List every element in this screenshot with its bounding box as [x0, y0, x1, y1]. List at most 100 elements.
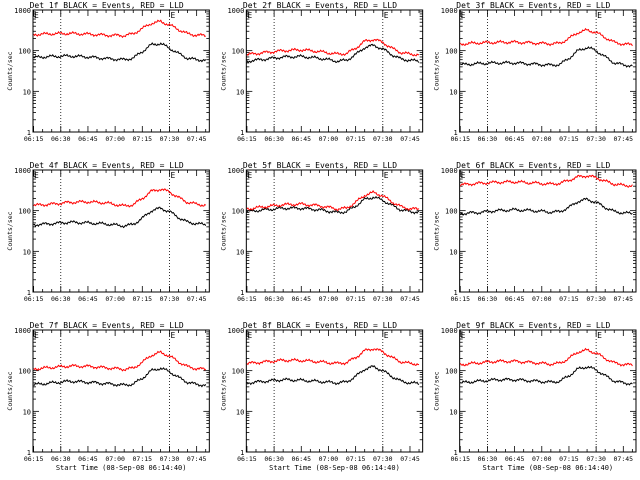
- lld-series-line: [459, 347, 633, 367]
- event-marker-left: E: [247, 171, 252, 180]
- x-tick-label: 07:15: [346, 295, 366, 303]
- panel: Det 5f BLACK = Events, RED = LLD 1 10 100 10…: [219, 161, 424, 303]
- y-tick-label: 1000: [441, 7, 458, 15]
- x-tick-label: 06:15: [237, 295, 257, 303]
- plot-frame: [459, 169, 637, 293]
- x-tick-label: 07:15: [346, 455, 366, 463]
- events-series-line: [460, 197, 633, 216]
- events-series-line: [246, 43, 420, 64]
- events-series-line: [33, 42, 207, 63]
- event-marker-right: E: [597, 171, 602, 180]
- y-tick-label: 1: [240, 449, 244, 457]
- event-marker-left: E: [34, 171, 39, 180]
- y-tick-label: 10: [449, 408, 457, 416]
- x-tick-label: 06:45: [291, 455, 311, 463]
- lld-series-line: [33, 188, 207, 208]
- y-axis-label: Counts/sec: [6, 51, 14, 90]
- event-marker-right: E: [170, 171, 175, 180]
- x-tick-label: 06:30: [478, 455, 498, 463]
- x-tick-label: 06:30: [264, 295, 284, 303]
- y-axis-label: Counts/sec: [433, 51, 441, 90]
- event-marker-left: E: [247, 331, 252, 340]
- y-tick-label: 1000: [441, 327, 458, 335]
- x-tick-label: 06:45: [505, 135, 525, 143]
- x-tick-label: 07:45: [614, 295, 634, 303]
- x-tick-label: 07:15: [133, 455, 153, 463]
- x-tick-label: 07:45: [614, 455, 634, 463]
- x-tick-label: 06:45: [291, 135, 311, 143]
- lld-series-line: [246, 348, 420, 366]
- panel-title: Det 1f BLACK = Events, RED = LLD: [30, 1, 184, 10]
- x-tick-label: 07:15: [133, 135, 153, 143]
- plot-frame: [459, 9, 637, 133]
- y-tick-label: 10: [236, 248, 244, 256]
- x-tick-label: 07:30: [586, 455, 606, 463]
- y-tick-label: 1000: [227, 7, 244, 15]
- x-tick-label: 06:15: [24, 295, 44, 303]
- panel-title: Det 5f BLACK = Events, RED = LLD: [243, 161, 397, 170]
- x-axis-label: Start Time (08-Sep-08 06:14:40): [56, 464, 187, 472]
- y-tick-label: 1: [27, 289, 31, 297]
- x-tick-label: 06:15: [450, 295, 470, 303]
- y-tick-label: 100: [18, 368, 31, 376]
- x-axis-label: Start Time (08-Sep-08 06:14:40): [482, 464, 613, 472]
- x-tick-label: 07:45: [400, 295, 420, 303]
- y-axis-label: Counts/sec: [433, 371, 441, 410]
- y-axis-label: Counts/sec: [6, 371, 14, 410]
- x-tick-label: 06:45: [78, 295, 98, 303]
- panel: Det 6f BLACK = Events, RED = LLD 1 10 100 10…: [433, 161, 637, 303]
- x-tick-label: 07:30: [586, 295, 606, 303]
- event-marker-left: E: [34, 11, 39, 20]
- y-axis-label: Counts/sec: [433, 211, 441, 250]
- event-marker-right: E: [170, 331, 175, 340]
- x-tick-label: 07:00: [532, 295, 552, 303]
- y-axis-label: Counts/sec: [219, 371, 227, 410]
- panel-title: Det 2f BLACK = Events, RED = LLD: [243, 1, 397, 10]
- y-axis-label: Counts/sec: [6, 211, 14, 250]
- y-tick-label: 10: [236, 88, 244, 96]
- y-tick-label: 10: [23, 248, 31, 256]
- y-tick-label: 10: [23, 408, 31, 416]
- x-tick-label: 06:30: [264, 455, 284, 463]
- y-tick-label: 1: [453, 129, 457, 137]
- event-marker-right: E: [384, 331, 389, 340]
- event-marker-right: E: [170, 11, 175, 20]
- x-tick-label: 07:00: [319, 295, 339, 303]
- events-series-line: [33, 367, 207, 388]
- x-tick-label: 07:30: [373, 295, 393, 303]
- y-tick-label: 1000: [227, 327, 244, 335]
- y-tick-label: 1000: [227, 167, 244, 175]
- x-tick-label: 06:15: [237, 455, 257, 463]
- x-tick-label: 07:30: [373, 135, 393, 143]
- x-tick-label: 07:00: [319, 135, 339, 143]
- event-marker-left: E: [461, 171, 466, 180]
- panel: Det 7f BLACK = Events, RED = LLD 1 10 100 10…: [6, 321, 210, 472]
- panel-title: Det 3f BLACK = Events, RED = LLD: [456, 1, 610, 10]
- events-series-line: [460, 46, 633, 68]
- y-tick-label: 1: [240, 129, 244, 137]
- panel-title: Det 6f BLACK = Events, RED = LLD: [456, 161, 610, 170]
- y-tick-label: 1: [27, 129, 31, 137]
- y-tick-label: 1: [453, 449, 457, 457]
- plot-frame: [245, 9, 424, 133]
- x-tick-label: 07:00: [319, 455, 339, 463]
- x-tick-label: 06:15: [450, 455, 470, 463]
- lld-series-line: [33, 19, 206, 39]
- y-tick-label: 1000: [14, 7, 31, 15]
- x-tick-label: 07:30: [586, 135, 606, 143]
- plot-frame: [32, 169, 210, 293]
- x-tick-label: 06:15: [450, 135, 470, 143]
- x-tick-label: 07:45: [614, 135, 634, 143]
- x-tick-label: 06:15: [237, 135, 257, 143]
- x-tick-label: 07:00: [532, 455, 552, 463]
- lld-series-line: [246, 189, 420, 212]
- y-tick-label: 100: [445, 208, 458, 216]
- plot-frame: [245, 169, 424, 293]
- y-tick-label: 100: [18, 208, 31, 216]
- y-tick-label: 10: [449, 248, 457, 256]
- x-tick-label: 06:30: [264, 135, 284, 143]
- event-marker-right: E: [384, 11, 389, 20]
- plot-frame: [32, 329, 210, 453]
- panel-title: Det 8f BLACK = Events, RED = LLD: [243, 321, 397, 330]
